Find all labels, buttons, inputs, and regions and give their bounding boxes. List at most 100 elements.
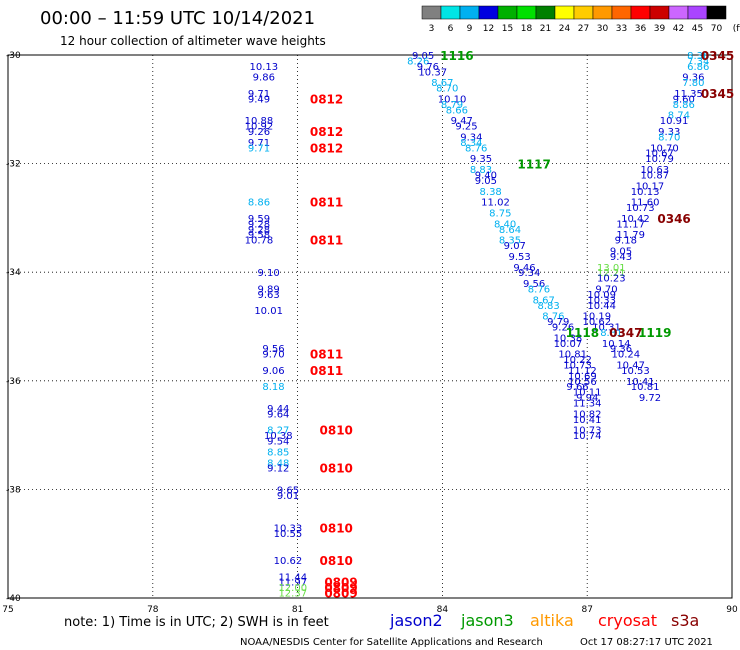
swh-value-label: 8.76 <box>542 312 564 323</box>
swh-value-label: 9.40 <box>475 170 497 181</box>
y-tick-label: -32 <box>6 160 21 170</box>
swh-value-label: 9.64 <box>267 409 289 420</box>
swh-value-label: 10.33 <box>274 523 303 534</box>
pass-time-label: 0811 <box>310 196 343 210</box>
swh-value-label: 9.26 <box>552 323 574 334</box>
swh-value-label: 11.34 <box>573 399 602 410</box>
swh-value-label: 7.34 <box>687 56 709 67</box>
colorbar-swatch <box>478 5 499 20</box>
colorbar-swatch <box>554 5 575 20</box>
swh-value-label: 10.17 <box>636 181 665 192</box>
swh-value-label: 6.86 <box>687 62 709 73</box>
colorbar-label: 12 <box>483 24 494 34</box>
colorbar-label: 30 <box>597 24 609 34</box>
swh-value-label: 10.09 <box>587 290 616 301</box>
y-tick-label: -30 <box>6 51 21 61</box>
swh-value-label: 9.56 <box>262 344 284 355</box>
pass-time-label: 0345 <box>701 87 734 101</box>
x-tick-label: 84 <box>437 605 449 615</box>
swh-value-label: 8.74 <box>668 111 690 122</box>
colorbar-label: 70 <box>711 24 723 34</box>
swh-value-label: 12.37 <box>278 589 307 600</box>
colorbar-label: 15 <box>502 24 513 34</box>
swh-value-label: 10.73 <box>573 426 602 437</box>
swh-value-label: 10.47 <box>616 361 645 372</box>
pass-time-label: 0812 <box>310 141 343 155</box>
swh-value-label: 10.62 <box>583 317 612 328</box>
swh-value-label: 10.87 <box>640 170 669 181</box>
swh-value-label: 8.75 <box>489 208 511 219</box>
swh-value-label: 9.49 <box>248 94 270 105</box>
swh-value-label: 9.28 <box>248 225 270 236</box>
swh-value-label: 10.23 <box>597 274 626 285</box>
colorbar-label: 9 <box>467 24 473 34</box>
pass-time-label: 0811 <box>310 234 343 248</box>
swh-value-label: 11.60 <box>631 198 660 209</box>
swh-value-label: 9.58 <box>248 230 270 241</box>
swh-value-label: 12.21 <box>597 268 626 279</box>
data-marks: 10.139.869.719.4910.8810.929.269.719.718… <box>245 49 735 601</box>
swh-value-label: 10.73 <box>563 361 592 372</box>
swh-value-label: 8.66 <box>446 105 468 116</box>
pass-time-label: 0810 <box>320 424 353 438</box>
swh-value-label: 8.76 <box>528 284 550 295</box>
x-tick-label: 90 <box>726 605 738 615</box>
legend-jason3: jason3 <box>460 611 514 630</box>
swh-value-label: 11.35 <box>674 89 703 100</box>
swh-value-label: 8.67 <box>533 295 555 306</box>
colorbar-swatch <box>687 5 708 20</box>
swh-value-label: 10.67 <box>645 149 674 160</box>
swh-value-label: 9.36 <box>610 344 632 355</box>
swh-value-label: 10.24 <box>611 350 640 361</box>
colorbar-label: 18 <box>521 24 533 34</box>
swh-value-label: 10.14 <box>602 339 631 350</box>
pass-time-label: 0346 <box>657 212 690 226</box>
y-tick-label: -40 <box>6 594 21 604</box>
swh-value-label: 10.74 <box>573 431 602 442</box>
swh-value-label: 10.70 <box>650 143 679 154</box>
swh-value-label: 9.26 <box>248 127 270 138</box>
swh-value-label: 10.31 <box>592 323 621 334</box>
swh-value-label: 8.34 <box>460 138 482 149</box>
swh-value-label: 8.40 <box>494 219 516 230</box>
swh-value-label: 10.07 <box>554 339 583 350</box>
colorbar-swatch <box>611 5 632 20</box>
swh-value-label: 9.60 <box>673 94 695 105</box>
footer-note: note: 1) Time is in UTC; 2) SWH is in fe… <box>64 615 329 630</box>
swh-value-label: 8.18 <box>262 382 284 393</box>
colorbar-label: 27 <box>578 24 589 34</box>
swh-value-label: 9.33 <box>658 127 680 138</box>
pass-time-label: 0811 <box>310 364 343 378</box>
swh-value-label: 10.81 <box>558 350 587 361</box>
swh-value-label: 9.71 <box>248 89 270 100</box>
swh-value-label: 8.27 <box>267 426 289 437</box>
swh-value-label: 11.02 <box>481 198 510 209</box>
swh-value-label: 11.97 <box>278 578 307 589</box>
swh-value-label: 8.36 <box>687 51 709 62</box>
pass-time-label: 0810 <box>320 462 353 476</box>
swh-value-label: 8.76 <box>465 143 487 154</box>
colorbar-swatch <box>440 5 461 20</box>
swh-value-label: 9.10 <box>258 268 280 279</box>
pass-time-label: 0810 <box>320 554 353 568</box>
swh-value-label: 8.70 <box>658 132 680 143</box>
colorbar-swatch <box>592 5 613 20</box>
pass-time-label: 0809 <box>324 576 357 590</box>
colorbar-swatch <box>459 5 480 20</box>
colorbar-swatch <box>516 5 537 20</box>
pass-time-label: 1116 <box>440 49 473 63</box>
swh-value-label: 9.76 <box>417 62 439 73</box>
x-tick-label: 87 <box>581 605 592 615</box>
swh-value-label: 9.47 <box>451 116 473 127</box>
pass-time-label: 0812 <box>310 92 343 106</box>
swh-value-label: 9.28 <box>248 219 270 230</box>
swh-value-label: 9.06 <box>262 366 284 377</box>
swh-value-label: 9.54 <box>267 437 289 448</box>
swh-value-label: 9.63 <box>258 290 280 301</box>
pass-time-label: 0345 <box>701 49 734 63</box>
swh-value-label: 9.44 <box>267 404 289 415</box>
y-tick-label: -38 <box>6 485 21 495</box>
swh-value-label: 8.83 <box>470 165 492 176</box>
